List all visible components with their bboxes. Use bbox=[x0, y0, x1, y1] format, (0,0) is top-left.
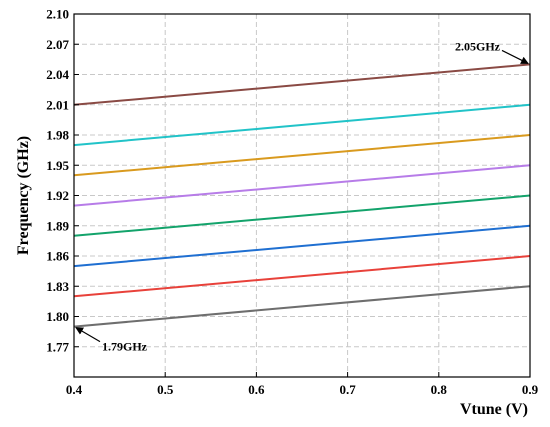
series-line bbox=[73, 103, 531, 147]
y-tick-label: 1.89 bbox=[46, 218, 69, 233]
y-tick-label: 1.77 bbox=[46, 339, 69, 354]
series-line bbox=[73, 285, 531, 328]
series-lines bbox=[73, 63, 531, 328]
grid-lines bbox=[74, 14, 530, 377]
y-tick-label: 2.10 bbox=[46, 7, 69, 22]
annotation-arrow bbox=[501, 49, 529, 64]
series-line bbox=[73, 164, 531, 207]
y-tick-label: 2.04 bbox=[46, 67, 69, 82]
y-tick-label: 1.92 bbox=[46, 188, 69, 203]
x-tick-label: 0.6 bbox=[248, 382, 265, 397]
y-tick-label: 2.01 bbox=[46, 97, 69, 112]
x-tick-label: 0.9 bbox=[522, 382, 539, 397]
y-tick-label: 2.07 bbox=[46, 37, 69, 52]
y-tick-label: 1.86 bbox=[46, 249, 69, 264]
x-tick-label: 0.4 bbox=[66, 382, 83, 397]
axis-ticks: 0.4 0.5 0.6 0.7 0.8 0.9 1.77 1.80 1.83 1.86 1.89 1.… bbox=[46, 7, 538, 398]
series-line bbox=[73, 255, 531, 298]
x-tick-label: 0.7 bbox=[339, 382, 356, 397]
annotation-max-frequency: 2.05GHz bbox=[455, 39, 501, 53]
annotations: 2.05GHz 1.79GHz bbox=[75, 39, 529, 354]
x-tick-label: 0.5 bbox=[157, 382, 174, 397]
x-axis-label: Vtune (V) bbox=[460, 401, 528, 418]
series-line bbox=[73, 224, 531, 268]
annotation-min-frequency: 1.79GHz bbox=[102, 340, 148, 354]
y-tick-label: 1.80 bbox=[46, 309, 69, 324]
series-line bbox=[73, 134, 531, 177]
series-line bbox=[73, 63, 531, 106]
annotation-arrow bbox=[75, 327, 101, 343]
y-tick-label: 1.83 bbox=[46, 279, 69, 294]
series-line bbox=[73, 194, 531, 237]
y-tick-label: 1.98 bbox=[46, 128, 69, 143]
y-tick-label: 1.95 bbox=[46, 158, 69, 173]
x-tick-label: 0.8 bbox=[431, 382, 448, 397]
y-axis-label: Frequency (GHz) bbox=[15, 136, 32, 255]
